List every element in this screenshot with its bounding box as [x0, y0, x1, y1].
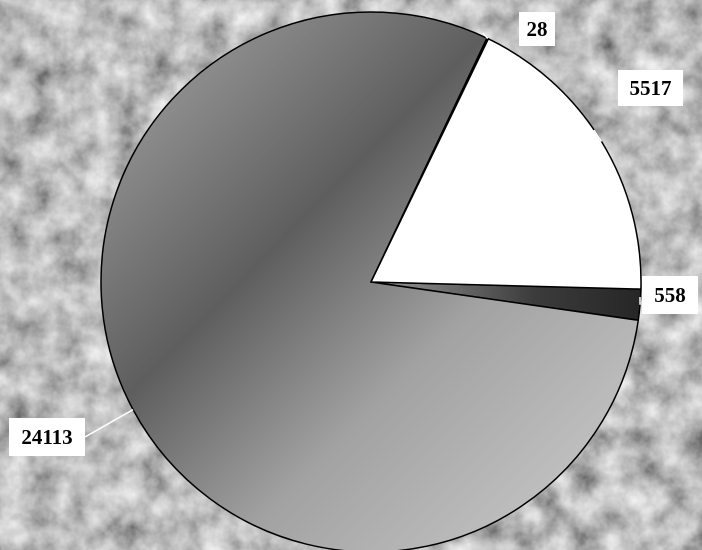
data-label-box-5517 — [618, 70, 683, 106]
leader-line-24113 — [84, 408, 134, 438]
leader-line-28 — [482, 32, 489, 39]
pie-slice-24113 — [100, 11, 640, 550]
data-label-28: 28 — [527, 17, 548, 41]
data-label-558: 558 — [654, 283, 686, 307]
pie-data-labels: 558 24113 28 5517 — [9, 12, 698, 456]
data-label-box-24113 — [9, 418, 85, 456]
data-label-box-558 — [642, 276, 698, 314]
leader-line-5517 — [593, 129, 603, 142]
data-label-24113: 24113 — [21, 425, 72, 449]
data-label-5517: 5517 — [630, 76, 672, 100]
pie-slices — [100, 11, 642, 550]
data-label-box-28 — [519, 12, 555, 46]
